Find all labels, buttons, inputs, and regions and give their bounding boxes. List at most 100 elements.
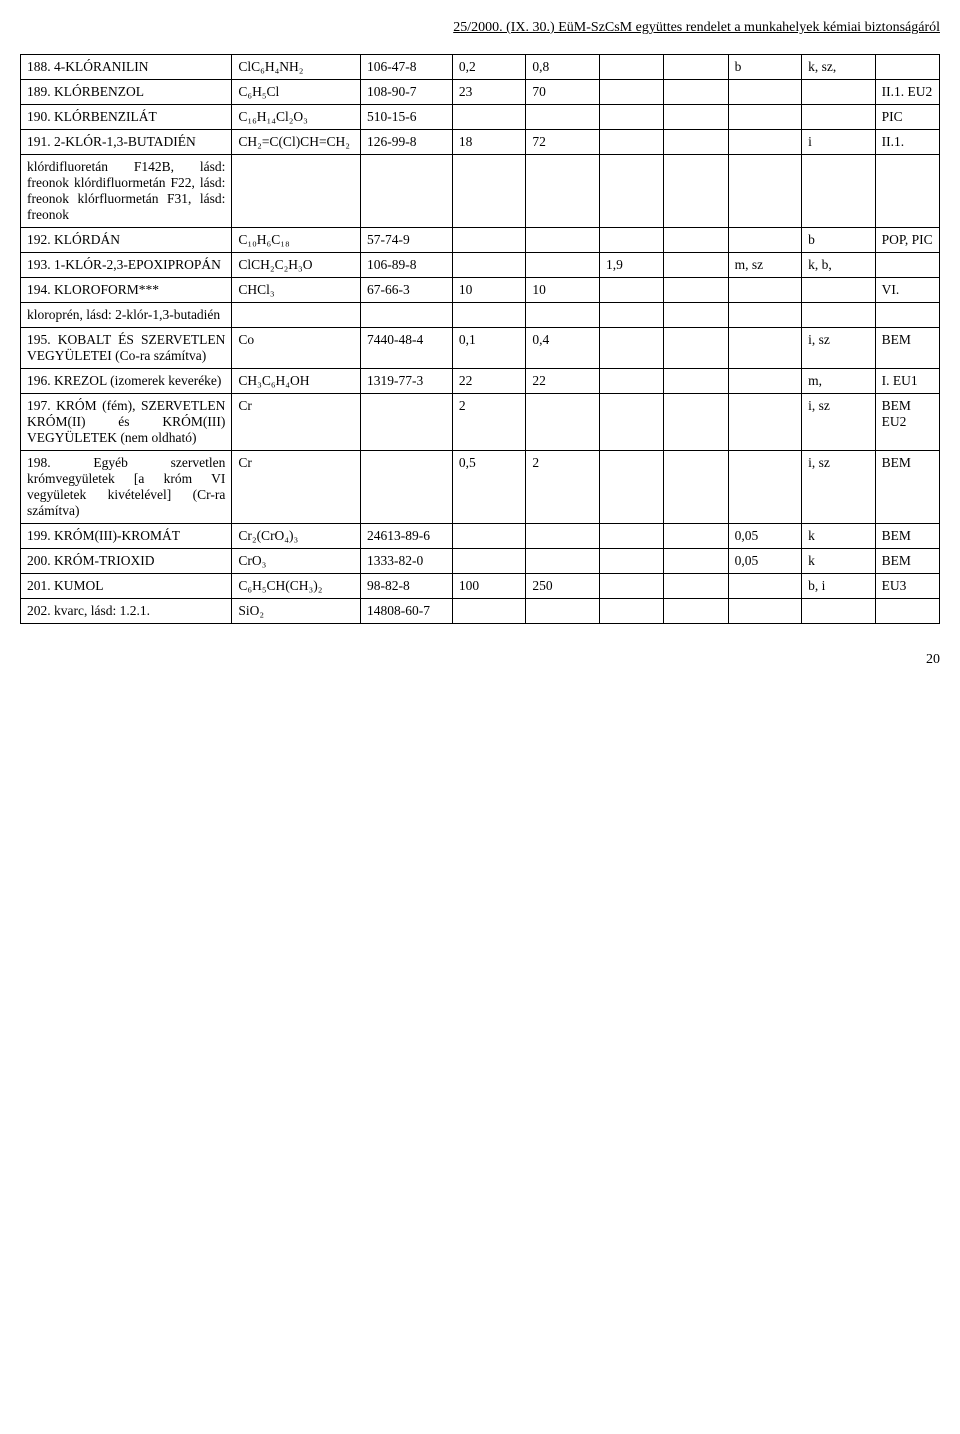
cell-c9 [802, 155, 876, 228]
cell-c5: 10 [526, 278, 600, 303]
cell-c3: 14808-60-7 [361, 599, 453, 624]
table-row: 192. KLÓRDÁNC₁₀H₆C₁₈57-74-9bPOP, PIC [21, 228, 940, 253]
chemicals-table: 188. 4-KLÓRANILINClC₆H₄NH₂106-47-80,20,8… [20, 54, 940, 624]
cell-c7 [664, 451, 728, 524]
cell-c9 [802, 278, 876, 303]
cell-c8: 0,05 [728, 549, 802, 574]
cell-c6 [599, 394, 663, 451]
cell-c1: 191. 2-KLÓR-1,3-BUTADIÉN [21, 130, 232, 155]
cell-c8 [728, 369, 802, 394]
cell-c4: 23 [452, 80, 526, 105]
cell-c7 [664, 328, 728, 369]
cell-c4 [452, 524, 526, 549]
cell-c7 [664, 278, 728, 303]
cell-c10 [875, 303, 939, 328]
cell-c7 [664, 55, 728, 80]
cell-c4 [452, 155, 526, 228]
cell-c7 [664, 574, 728, 599]
cell-c9: b [802, 228, 876, 253]
cell-c4 [452, 253, 526, 278]
cell-c7 [664, 599, 728, 624]
cell-c10: BEM [875, 328, 939, 369]
cell-c8 [728, 278, 802, 303]
cell-c1: 201. KUMOL [21, 574, 232, 599]
cell-c2: Cr [232, 394, 361, 451]
cell-c6 [599, 80, 663, 105]
cell-c7 [664, 253, 728, 278]
cell-c6 [599, 574, 663, 599]
cell-c6 [599, 130, 663, 155]
cell-c1: 188. 4-KLÓRANILIN [21, 55, 232, 80]
cell-c4: 100 [452, 574, 526, 599]
cell-c9 [802, 303, 876, 328]
cell-c2: CH₂=C(Cl)CH=CH₂ [232, 130, 361, 155]
cell-c7 [664, 80, 728, 105]
cell-c10 [875, 155, 939, 228]
cell-c1: 198. Egyéb szervetlen krómvegyületek [a … [21, 451, 232, 524]
cell-c9: i, sz [802, 328, 876, 369]
cell-c9: i, sz [802, 394, 876, 451]
cell-c8 [728, 228, 802, 253]
cell-c6 [599, 549, 663, 574]
cell-c2: SiO₂ [232, 599, 361, 624]
cell-c6 [599, 105, 663, 130]
cell-c4: 18 [452, 130, 526, 155]
cell-c1: 196. KREZOL (izomerek keveréke) [21, 369, 232, 394]
cell-c4 [452, 599, 526, 624]
cell-c6 [599, 524, 663, 549]
cell-c3: 106-47-8 [361, 55, 453, 80]
cell-c5 [526, 394, 600, 451]
cell-c3: 57-74-9 [361, 228, 453, 253]
table-row: 198. Egyéb szervetlen krómvegyületek [a … [21, 451, 940, 524]
cell-c2: CH₃C₆H₄OH [232, 369, 361, 394]
cell-c5 [526, 105, 600, 130]
cell-c7 [664, 303, 728, 328]
cell-c5: 0,4 [526, 328, 600, 369]
cell-c9 [802, 599, 876, 624]
cell-c6 [599, 155, 663, 228]
table-row: 201. KUMOLC₆H₅CH(CH₃)₂98-82-8100250b, iE… [21, 574, 940, 599]
cell-c10: POP, PIC [875, 228, 939, 253]
cell-c5 [526, 599, 600, 624]
cell-c3: 7440-48-4 [361, 328, 453, 369]
cell-c4: 2 [452, 394, 526, 451]
cell-c5: 2 [526, 451, 600, 524]
cell-c8: m, sz [728, 253, 802, 278]
cell-c9: k [802, 549, 876, 574]
cell-c4: 22 [452, 369, 526, 394]
table-row: 194. KLOROFORM***CHCl₃67-66-31010VI. [21, 278, 940, 303]
table-row: 190. KLÓRBENZILÁTC₁₆H₁₄Cl₂O₃510-15-6PIC [21, 105, 940, 130]
cell-c5 [526, 303, 600, 328]
table-row: 191. 2-KLÓR-1,3-BUTADIÉNCH₂=C(Cl)CH=CH₂ 1… [21, 130, 940, 155]
cell-c9: i, sz [802, 451, 876, 524]
cell-c9 [802, 80, 876, 105]
cell-c3: 1333-82-0 [361, 549, 453, 574]
cell-c10: VI. [875, 278, 939, 303]
cell-c8 [728, 394, 802, 451]
cell-c4: 0,2 [452, 55, 526, 80]
cell-c1: klórdifluoretán F142B, lásd: freonok kló… [21, 155, 232, 228]
cell-c10: BEM EU2 [875, 394, 939, 451]
cell-c10: EU3 [875, 574, 939, 599]
cell-c2: C₆H₅CH(CH₃)₂ [232, 574, 361, 599]
cell-c4: 0,5 [452, 451, 526, 524]
cell-c10: BEM [875, 549, 939, 574]
table-row: 193. 1-KLÓR-2,3-EPOXIPROPÁNClCH₂C₂H₃O106… [21, 253, 940, 278]
table-row: 188. 4-KLÓRANILINClC₆H₄NH₂106-47-80,20,8… [21, 55, 940, 80]
cell-c3: 1319-77-3 [361, 369, 453, 394]
cell-c2: CrO₃ [232, 549, 361, 574]
cell-c9: k, sz, [802, 55, 876, 80]
cell-c6 [599, 303, 663, 328]
cell-c3 [361, 155, 453, 228]
table-row: klórdifluoretán F142B, lásd: freonok kló… [21, 155, 940, 228]
cell-c5 [526, 155, 600, 228]
cell-c6 [599, 228, 663, 253]
cell-c2: C₁₀H₆C₁₈ [232, 228, 361, 253]
cell-c1: 197. KRÓM (fém), SZERVETLEN KRÓM(II) és … [21, 394, 232, 451]
cell-c2: Cr₂(CrO₄)₃ [232, 524, 361, 549]
cell-c2 [232, 303, 361, 328]
table-row: 189. KLÓRBENZOLC₆H₅Cl108-90-72370II.1. E… [21, 80, 940, 105]
table-row: 195. KOBALT ÉS SZERVETLEN VEGYÜLETEI (Co… [21, 328, 940, 369]
cell-c8: b [728, 55, 802, 80]
cell-c8 [728, 155, 802, 228]
